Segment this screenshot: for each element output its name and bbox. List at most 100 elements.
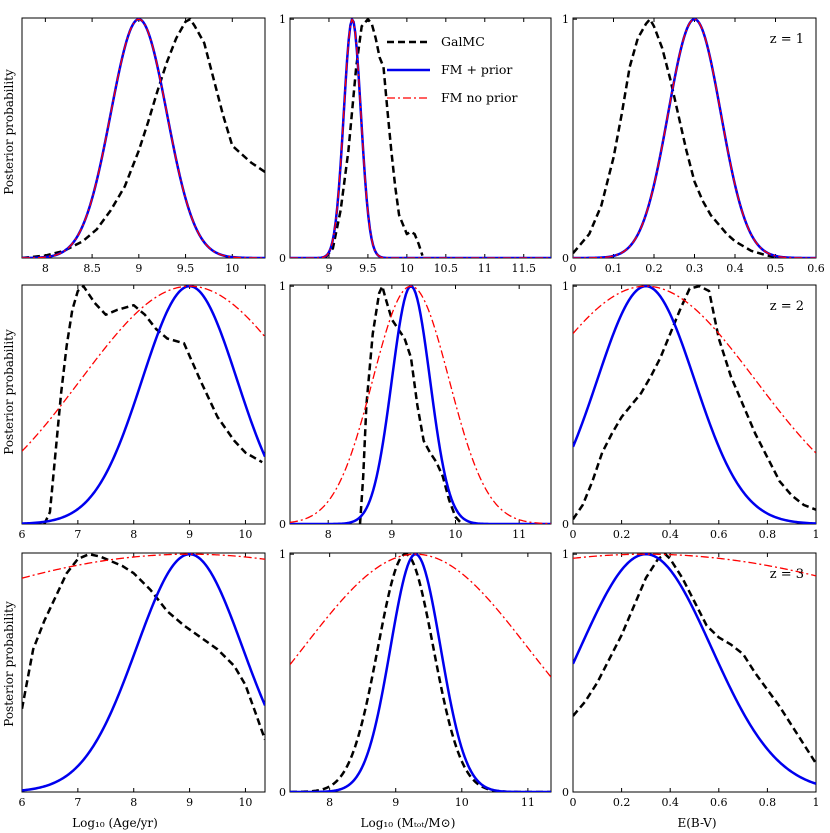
y-tick-label: 0 bbox=[279, 518, 286, 531]
panel-frame bbox=[21, 552, 266, 793]
series-line-fm-no-prior bbox=[573, 553, 816, 577]
x-axis-label-age: Log₁₀ (Age/yr) bbox=[72, 816, 158, 830]
x-tick-label: 9 bbox=[392, 796, 399, 809]
y-tick-label: 0 bbox=[279, 786, 286, 799]
series-line-galmc bbox=[358, 285, 463, 524]
legend-label-fm-noprior: FM no prior bbox=[441, 90, 517, 105]
x-tick-label: 0.8 bbox=[759, 528, 777, 541]
series-line-fm-no-prior bbox=[573, 285, 816, 454]
x-tick-label: 9 bbox=[186, 796, 193, 809]
x-tick-label: 11 bbox=[512, 528, 526, 541]
series-line-fm-no-prior bbox=[22, 18, 265, 258]
series-line-galmc bbox=[22, 553, 265, 741]
x-tick-label: 9 bbox=[186, 528, 193, 541]
series-line-galmc bbox=[22, 18, 265, 258]
series-line-galmc bbox=[43, 285, 263, 524]
x-tick-label: 8 bbox=[326, 796, 333, 809]
series-line-fm-prior bbox=[22, 553, 265, 792]
x-tick-label: 8 bbox=[130, 796, 137, 809]
series-group bbox=[22, 18, 265, 258]
y-tick-label: 0 bbox=[562, 518, 569, 531]
x-tick-label: 7 bbox=[74, 796, 81, 809]
y-tick-label: 1 bbox=[279, 13, 286, 26]
y-tick-label: 0 bbox=[279, 252, 286, 265]
x-tick-label: 8.5 bbox=[83, 262, 101, 275]
series-line-fm-no-prior bbox=[290, 553, 551, 678]
series-group bbox=[22, 285, 265, 524]
series-line-fm-no-prior bbox=[22, 285, 265, 452]
x-tick-label: 0.8 bbox=[759, 796, 777, 809]
x-tick-label: 9 bbox=[388, 528, 395, 541]
y-axis-label-row-2: Posterior probability bbox=[2, 329, 16, 455]
x-tick-label: 8 bbox=[42, 262, 49, 275]
series-line-fm-prior bbox=[573, 18, 816, 258]
x-tick-label: 7 bbox=[74, 528, 81, 541]
x-tick-label: 10 bbox=[449, 528, 463, 541]
y-axis-label-row-1: Posterior probability bbox=[2, 69, 16, 195]
y-tick-label: 1 bbox=[562, 548, 569, 561]
x-tick-label: 0.4 bbox=[661, 528, 679, 541]
x-tick-label: 0.2 bbox=[645, 262, 663, 275]
series-group bbox=[573, 553, 816, 785]
x-tick-label: 0.5 bbox=[767, 262, 785, 275]
x-tick-label: 10 bbox=[455, 796, 469, 809]
panel-2-1: 6 7 8 9 10 bbox=[19, 284, 266, 541]
legend-label-fm-prior: FM + prior bbox=[441, 62, 512, 77]
x-tick-label: 1 bbox=[813, 528, 820, 541]
panel-3-3: 0 0.2 0.4 0.6 0.8 1 0 1 z = 3 bbox=[562, 548, 820, 809]
legend-label-galmc: GalMC bbox=[441, 34, 485, 49]
redshift-label: z = 1 bbox=[770, 32, 804, 47]
x-tick-label: 0 bbox=[570, 796, 577, 809]
series-group bbox=[573, 285, 816, 524]
panel-2-2: 8 9 10 11 0 1 bbox=[279, 280, 552, 541]
x-axis-label-ebv: E(B-V) bbox=[677, 816, 716, 830]
x-tick-label: 10 bbox=[238, 528, 252, 541]
panel-frame bbox=[572, 17, 817, 259]
panel-3-1: 6 7 8 9 10 bbox=[19, 552, 266, 809]
x-tick-label: 0.4 bbox=[661, 796, 679, 809]
x-tick-label: 10 bbox=[400, 262, 414, 275]
x-tick-label: 9.5 bbox=[359, 262, 377, 275]
x-tick-label: 11.5 bbox=[511, 262, 536, 275]
x-tick-label: 8 bbox=[325, 528, 332, 541]
series-line-galmc bbox=[573, 18, 784, 258]
legend: GalMC FM + prior FM no prior bbox=[387, 34, 517, 105]
x-axis-label-mass: Log₁₀ (Mₜₒₜ/M⊙) bbox=[361, 816, 456, 830]
panel-1-2: 9 9.5 10 10.5 11 11.5 0 1 bbox=[279, 13, 552, 275]
x-tick-label: 10 bbox=[225, 262, 239, 275]
x-tick-label: 9 bbox=[135, 262, 142, 275]
series-group bbox=[573, 18, 816, 258]
x-tick-label: 0.6 bbox=[710, 528, 728, 541]
panel-1-1: 8 8.5 9 9.5 10 bbox=[21, 17, 266, 275]
series-group bbox=[290, 285, 551, 524]
x-tick-label: 0.4 bbox=[726, 262, 744, 275]
series-line-fm-prior bbox=[290, 18, 551, 258]
x-tick-label: 0.3 bbox=[686, 262, 704, 275]
series-group bbox=[290, 553, 551, 792]
redshift-label: z = 3 bbox=[770, 567, 804, 582]
panel-frame bbox=[21, 17, 266, 259]
y-tick-label: 1 bbox=[279, 280, 286, 293]
y-axis-label-row-3: Posterior probability bbox=[2, 601, 16, 727]
x-tick-label: 6 bbox=[19, 796, 26, 809]
y-tick-label: 1 bbox=[562, 13, 569, 26]
series-line-fm-prior bbox=[290, 553, 551, 792]
x-tick-label: 0 bbox=[570, 528, 577, 541]
x-tick-label: 11 bbox=[478, 262, 492, 275]
x-tick-label: 9.5 bbox=[177, 262, 195, 275]
series-group bbox=[290, 18, 551, 258]
series-line-fm-prior bbox=[573, 285, 816, 524]
x-tick-label: 0 bbox=[570, 262, 577, 275]
series-line-fm-prior bbox=[290, 285, 551, 524]
x-tick-label: 10 bbox=[238, 796, 252, 809]
x-tick-label: 1 bbox=[813, 796, 820, 809]
x-tick-label: 10.5 bbox=[434, 262, 459, 275]
panel-frame bbox=[289, 284, 552, 525]
y-tick-label: 0 bbox=[562, 252, 569, 265]
y-tick-label: 1 bbox=[279, 548, 286, 561]
y-tick-label: 0 bbox=[562, 786, 569, 799]
panel-1-3: 0 0.1 0.2 0.3 0.4 0.5 0.6 0 1 z = 1 bbox=[562, 13, 825, 275]
x-tick-label: 6 bbox=[19, 528, 26, 541]
x-tick-label: 11 bbox=[521, 796, 535, 809]
panel-frame bbox=[572, 552, 817, 793]
